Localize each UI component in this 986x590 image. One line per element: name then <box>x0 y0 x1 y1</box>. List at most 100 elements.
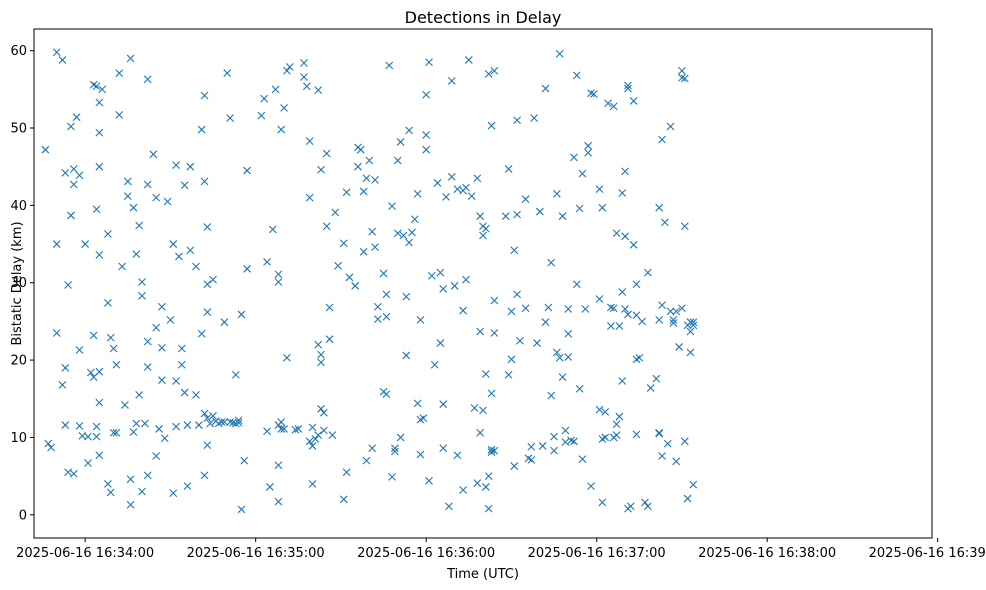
data-point-marker <box>683 494 692 503</box>
y-tick-label: 40 <box>10 199 27 214</box>
data-point-marker <box>302 82 311 91</box>
data-point-marker <box>194 421 203 429</box>
data-point-marker <box>135 221 144 230</box>
data-point-marker <box>629 97 638 105</box>
data-point-marker <box>47 443 55 452</box>
data-point-marker <box>362 456 371 465</box>
data-point-marker <box>112 428 121 437</box>
data-point-marker <box>473 174 482 183</box>
y-tick-label: 50 <box>10 122 27 137</box>
data-point-marker <box>300 59 308 67</box>
data-point-marker <box>490 66 499 75</box>
data-point-marker <box>169 240 178 248</box>
data-point-marker <box>217 418 226 426</box>
data-point-marker <box>561 438 570 446</box>
data-point-marker <box>618 288 627 296</box>
data-point-marker <box>277 125 286 134</box>
data-point-marker <box>581 305 590 313</box>
data-point-marker <box>507 355 516 364</box>
data-point-marker <box>402 351 411 360</box>
data-point-marker <box>331 208 340 217</box>
data-point-marker <box>197 125 206 134</box>
data-point-marker <box>533 339 541 347</box>
data-point-marker <box>425 58 433 67</box>
data-point-marker <box>678 304 686 313</box>
plot-frame <box>33 28 933 539</box>
data-point-marker <box>285 63 294 71</box>
data-point-marker <box>612 229 621 238</box>
data-point-marker <box>570 153 578 162</box>
data-point-marker <box>69 469 78 478</box>
data-point-marker <box>183 421 192 429</box>
data-point-marker <box>300 73 308 81</box>
data-point-marker <box>439 400 448 409</box>
data-point-marker <box>263 427 271 436</box>
data-point-marker <box>365 156 374 165</box>
data-point-marker <box>95 162 104 171</box>
x-axis: 2025-06-16 16:34:00 2025-06-16 16:35:00 20… <box>16 538 986 561</box>
data-point-marker <box>157 302 166 311</box>
data-point-marker <box>641 498 649 507</box>
data-point-marker <box>308 423 317 432</box>
data-point-marker <box>58 380 67 389</box>
data-point-marker <box>618 189 627 197</box>
data-point-marker <box>84 432 92 441</box>
data-point-marker <box>382 290 391 299</box>
data-point-marker <box>433 179 442 187</box>
data-point-marker <box>578 455 587 463</box>
data-point-marker <box>552 348 561 357</box>
x-tick-label: 2025-06-16 16:34:00 <box>16 546 154 561</box>
data-point-marker <box>61 363 70 372</box>
x-tick-label: 2025-06-16 16:38:00 <box>698 546 836 561</box>
data-point-marker <box>635 353 644 362</box>
data-point-marker <box>203 280 212 289</box>
data-point-marker <box>126 500 135 509</box>
data-point-marker <box>598 203 607 212</box>
data-point-marker <box>391 447 399 456</box>
data-point-marker <box>317 350 325 359</box>
data-point-marker <box>200 471 209 480</box>
data-point-marker <box>385 61 394 70</box>
data-point-marker <box>575 204 584 213</box>
data-point-marker <box>203 223 212 231</box>
data-point-marker <box>604 99 612 108</box>
data-point-marker <box>126 54 135 63</box>
x-tick-label: 2025-06-16 16:36:00 <box>357 546 495 561</box>
data-point-marker <box>260 94 269 103</box>
data-point-marker <box>558 212 567 221</box>
data-point-marker <box>157 343 166 352</box>
data-point-marker <box>226 418 234 426</box>
data-point-marker <box>118 262 126 271</box>
data-point-marker <box>115 110 124 119</box>
data-point-marker <box>481 224 490 233</box>
data-point-marker <box>373 302 382 311</box>
data-point-marker <box>283 353 291 362</box>
data-point-marker <box>172 377 180 385</box>
data-point-marker <box>686 327 695 336</box>
data-point-marker <box>689 321 698 330</box>
data-point-marker <box>555 49 564 58</box>
y-tick-label: 20 <box>10 354 27 369</box>
data-point-marker <box>106 333 115 342</box>
data-point-marker <box>464 56 473 64</box>
data-point-marker <box>143 363 152 371</box>
x-tick-label: 2025-06-16 16:37:00 <box>528 546 666 561</box>
data-point-marker <box>484 504 493 513</box>
data-point-marker <box>317 358 325 367</box>
data-point-marker <box>646 384 655 392</box>
data-point-marker <box>67 211 75 220</box>
data-point-marker <box>180 388 189 397</box>
data-point-marker <box>311 435 320 443</box>
data-point-marker <box>86 368 95 377</box>
data-point-marker <box>52 329 61 337</box>
data-point-marker <box>601 433 610 442</box>
data-point-marker <box>393 156 402 165</box>
data-point-marker <box>368 444 377 453</box>
data-point-marker <box>632 280 641 289</box>
data-point-marker <box>92 205 101 214</box>
data-point-marker <box>203 414 212 422</box>
data-point-marker <box>527 442 536 451</box>
data-point-marker <box>609 102 618 111</box>
data-point-marker <box>481 370 490 378</box>
data-point-marker <box>152 193 161 202</box>
